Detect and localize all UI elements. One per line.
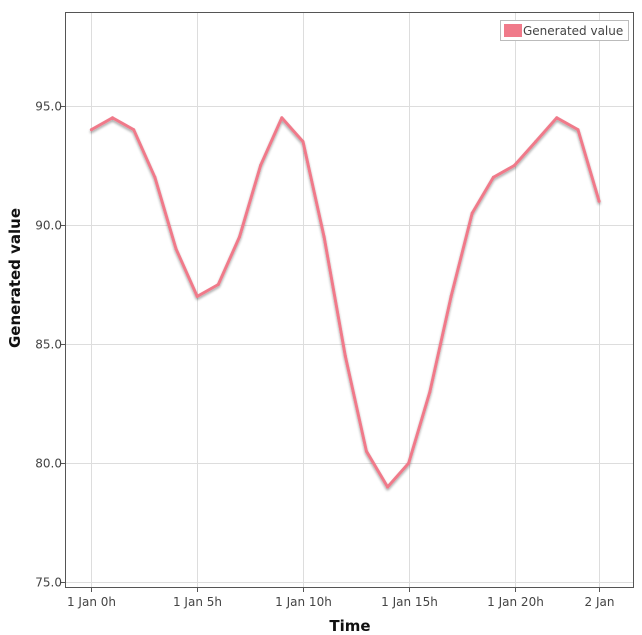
data-point [174, 247, 178, 251]
x-axis-ticks: 1 Jan 0h 1 Jan 5h 1 Jan 10h 1 Jan 15h 1 Jan … [67, 587, 614, 609]
x-tick-label: 1 Jan 10h [275, 595, 332, 609]
data-point [428, 390, 432, 394]
data-point [216, 283, 220, 286]
data-point [259, 163, 263, 167]
x-tick-label: 1 Jan 20h [487, 595, 544, 609]
y-tick-label: 95.0 [35, 100, 62, 114]
x-tick-label: 1 Jan 15h [381, 595, 438, 609]
data-point [343, 354, 347, 358]
data-point [513, 163, 516, 167]
data-point [534, 140, 538, 144]
data-point [280, 116, 284, 120]
data-point [364, 449, 368, 453]
y-axis-title: Generated value [6, 208, 24, 348]
x-tick-label: 2 Jan [585, 595, 615, 609]
legend[interactable]: Generated value [500, 20, 629, 41]
data-point [449, 294, 453, 298]
grid [66, 13, 633, 587]
data-point [491, 175, 495, 179]
data-point [407, 461, 411, 465]
y-axis-ticks: 75.0 80.0 85.0 90.0 95.0 [35, 100, 66, 590]
series-layer [89, 116, 601, 489]
data-point [89, 128, 93, 132]
x-axis-title: Time [329, 617, 370, 635]
data-point [111, 116, 114, 120]
data-point [153, 175, 157, 179]
legend-label: Generated value [523, 24, 623, 38]
legend-box [500, 20, 629, 41]
y-tick-label: 80.0 [35, 457, 62, 471]
data-point [322, 235, 326, 239]
plot-area-frame [65, 12, 634, 588]
x-tick-label: 1 Jan 5h [173, 595, 222, 609]
x-tick-label: 1 Jan 0h [67, 595, 116, 609]
data-point [386, 485, 390, 489]
y-tick-label: 85.0 [35, 338, 62, 352]
legend-swatch [504, 24, 522, 37]
data-point [132, 128, 136, 132]
y-tick-label: 90.0 [35, 219, 62, 233]
data-point [470, 211, 474, 215]
data-point [597, 199, 601, 203]
series-line [89, 116, 601, 489]
data-point [238, 235, 241, 239]
data-point [555, 116, 559, 120]
data-point [195, 294, 199, 298]
y-tick-label: 75.0 [35, 576, 62, 590]
data-point [576, 128, 580, 132]
data-point [301, 140, 305, 144]
